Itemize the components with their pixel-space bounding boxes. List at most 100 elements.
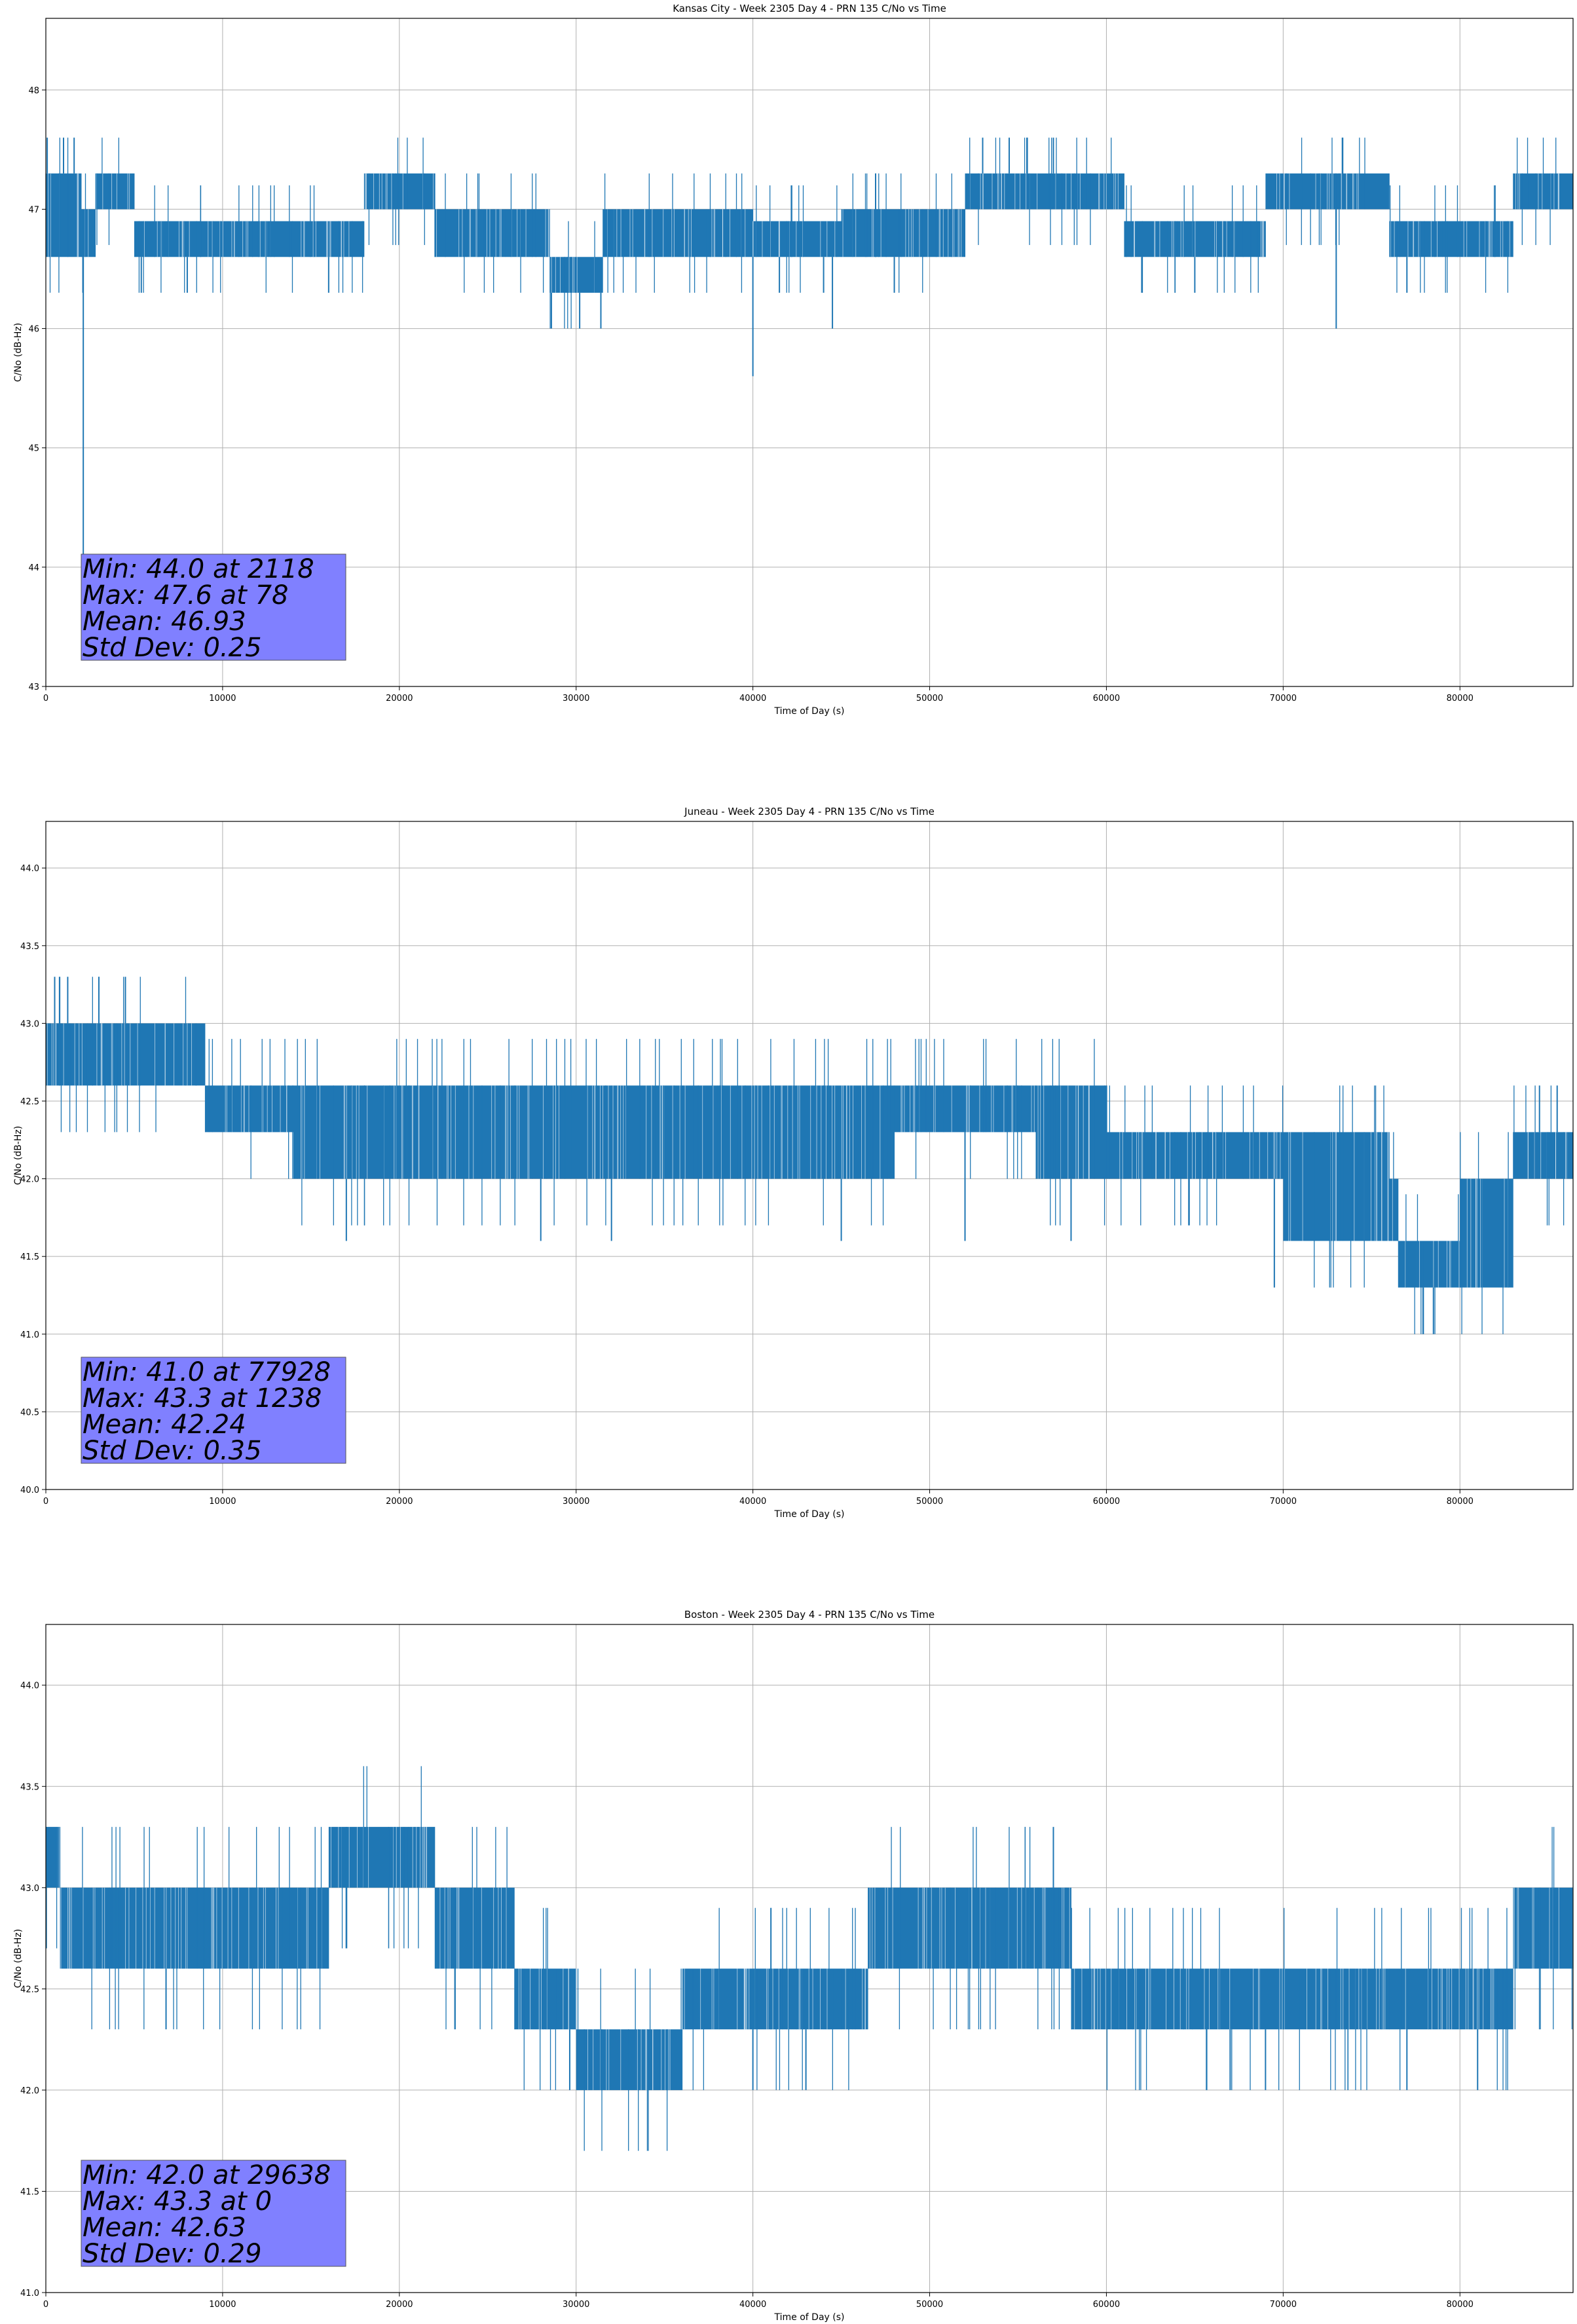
- y-tick-label: 43.0: [20, 1019, 39, 1029]
- data-band-segment: [505, 1085, 612, 1179]
- y-tick-label: 42.0: [20, 1175, 39, 1185]
- chart-panel-3: 0 10000 20000 30000 40000 50000 60000 70000 8000…: [13, 1609, 1574, 2323]
- data-series: [46, 977, 1573, 1334]
- y-tick-label: 42.0: [20, 2086, 39, 2096]
- y-tick-label: 47: [28, 205, 39, 215]
- x-tick-label: 30000: [563, 694, 589, 703]
- x-tick-label: 40000: [739, 694, 766, 703]
- x-tick-label: 30000: [563, 2300, 589, 2310]
- stats-line: Std Dev: 0.35: [83, 1436, 262, 1466]
- y-axis-label: C/No (dB-Hz): [13, 323, 24, 382]
- x-tick-label: 0: [43, 2300, 48, 2310]
- y-axis-label: C/No (dB-Hz): [13, 1126, 24, 1185]
- stats-line: Max: 43.3 at 0: [83, 2186, 272, 2217]
- data-band-segment: [434, 1887, 515, 1969]
- stats-line: Std Dev: 0.29: [83, 2239, 262, 2269]
- data-band-segment: [328, 1827, 436, 1888]
- x-tick-label: 40000: [739, 1497, 766, 1507]
- data-band-segment: [328, 221, 365, 257]
- x-tick-label: 50000: [916, 2300, 943, 2310]
- x-tick-label: 10000: [209, 694, 236, 703]
- data-band-segment: [603, 209, 665, 257]
- y-tick-label: 41.0: [20, 1330, 39, 1340]
- data-band-segment: [204, 1085, 294, 1133]
- data-band-segment: [505, 209, 550, 257]
- data-band-segment: [1389, 1968, 1513, 2030]
- data-band-segment: [841, 209, 966, 257]
- x-tick-label: 30000: [563, 1497, 589, 1507]
- data-band-segment: [1398, 1241, 1460, 1288]
- y-tick-label: 40.5: [20, 1408, 39, 1417]
- y-tick-label: 43.5: [20, 942, 39, 952]
- stats-box: [81, 553, 346, 661]
- data-band-segment: [46, 1023, 206, 1086]
- data-band-segment: [752, 221, 842, 257]
- x-tick-label: 60000: [1093, 1497, 1120, 1507]
- y-axis-label: C/No (dB-Hz): [13, 1929, 24, 1988]
- data-band-segment: [46, 173, 82, 257]
- stats-line: Min: 42.0 at 29638: [83, 2160, 331, 2190]
- x-tick-label: 20000: [386, 2300, 413, 2310]
- data-band-segment: [1513, 1132, 1573, 1179]
- data-band-segment: [1177, 221, 1266, 257]
- y-tick-label: 45: [28, 444, 39, 454]
- stats-line: Mean: 46.93: [83, 607, 246, 637]
- data-band-segment: [399, 1085, 506, 1179]
- x-axis-label: Time of Day (s): [774, 2312, 845, 2323]
- x-tick-label: 0: [43, 1497, 48, 1507]
- x-tick-label: 50000: [916, 1497, 943, 1507]
- data-band-segment: [1336, 173, 1390, 210]
- y-tick-label: 42.5: [20, 1985, 39, 1995]
- data-band-segment: [965, 173, 1054, 210]
- data-band-segment: [576, 2029, 683, 2090]
- data-band-segment: [611, 1085, 718, 1179]
- axes-frame: [45, 18, 1574, 687]
- x-tick-label: 0: [43, 694, 48, 703]
- data-band-segment: [204, 1887, 329, 1969]
- axes-frame: [45, 821, 1574, 1490]
- x-tick-label: 60000: [1093, 2300, 1120, 2310]
- x-tick-label: 10000: [209, 2300, 236, 2310]
- y-tick-label: 40.0: [20, 1486, 39, 1495]
- y-tick-label: 44.0: [20, 1681, 39, 1691]
- y-tick-label: 43.5: [20, 1782, 39, 1792]
- chart-panel-1: 0 10000 20000 30000 40000 50000 60000 70000 8000…: [13, 3, 1574, 717]
- data-series: [46, 1766, 1573, 2151]
- y-tick-label: 44: [28, 563, 39, 573]
- data-band-segment: [1248, 1968, 1390, 2030]
- data-band-segment: [1000, 1887, 1071, 1969]
- data-band-segment: [46, 1827, 61, 1888]
- data-band-segment: [682, 1968, 842, 2030]
- y-tick-label: 41.5: [20, 1252, 39, 1262]
- data-series: [46, 138, 1573, 567]
- y-tick-label: 41.0: [20, 2289, 39, 2298]
- data-band-segment: [894, 1085, 1036, 1133]
- stats-box: [81, 1357, 346, 1464]
- x-tick-label: 80000: [1447, 1497, 1474, 1507]
- stats-line: Min: 44.0 at 2118: [83, 554, 314, 584]
- x-tick-label: 10000: [209, 1497, 236, 1507]
- data-band-segment: [1106, 1132, 1178, 1179]
- data-band-segment: [1053, 173, 1124, 210]
- x-tick-label: 20000: [386, 1497, 413, 1507]
- stats-line: Mean: 42.24: [83, 1410, 246, 1440]
- data-band-segment: [60, 1887, 206, 1969]
- stats-line: Max: 43.3 at 1238: [83, 1383, 322, 1414]
- data-band-segment: [1177, 1132, 1284, 1179]
- data-band-segment: [823, 1085, 895, 1179]
- x-tick-label: 70000: [1270, 2300, 1297, 2310]
- x-tick-label: 50000: [916, 694, 943, 703]
- x-tick-label: 80000: [1447, 2300, 1474, 2310]
- y-tick-label: 44.0: [20, 864, 39, 874]
- data-band-segment: [1442, 221, 1513, 257]
- x-tick-label: 70000: [1270, 1497, 1297, 1507]
- axes-frame: [45, 1624, 1574, 2293]
- data-band-segment: [95, 173, 135, 210]
- x-axis-label: Time of Day (s): [774, 1509, 845, 1520]
- data-band-segment: [1513, 1887, 1573, 1969]
- data-band-segment: [1035, 1085, 1107, 1179]
- stats-line: Mean: 42.63: [83, 2213, 246, 2243]
- data-band-segment: [1265, 173, 1337, 210]
- x-tick-label: 70000: [1270, 694, 1297, 703]
